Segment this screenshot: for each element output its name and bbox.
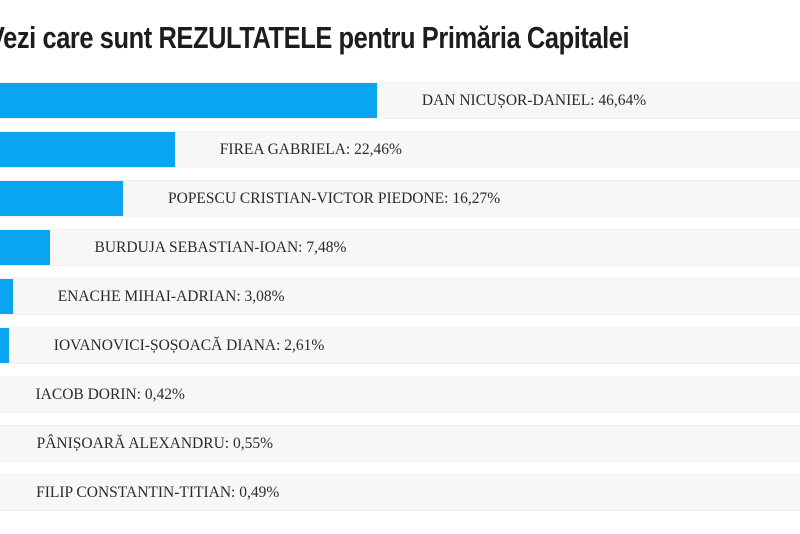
result-row: ENACHE MIHAI-ADRIAN: 3,08% (0, 278, 800, 315)
result-bar (0, 279, 13, 314)
result-row: IOVANOVICI-ȘOȘOACĂ DIANA: 2,61% (0, 327, 800, 364)
result-bar (0, 181, 123, 216)
result-row: POPESCU CRISTIAN-VICTOR PIEDONE: 16,27% (0, 180, 800, 217)
result-row: BURDUJA SEBASTIAN-IOAN: 7,48% (0, 229, 800, 266)
results-list: DAN NICUȘOR-DANIEL: 46,64% FIREA GABRIEL… (0, 82, 800, 511)
result-bar (0, 328, 9, 363)
result-bar (0, 132, 175, 167)
result-label: FIREA GABRIELA: 22,46% (219, 140, 402, 158)
result-label: PÂNIȘOARĂ ALEXANDRU: 0,55% (36, 434, 273, 452)
result-label: BURDUJA SEBASTIAN-IOAN: 7,48% (94, 238, 347, 256)
result-row: DAN NICUȘOR-DANIEL: 46,64% (0, 82, 800, 119)
result-label: IACOB DORIN: 0,42% (35, 385, 185, 403)
result-label: DAN NICUȘOR-DANIEL: 46,64% (421, 91, 647, 109)
page-title: Vezi care sunt REZULTATELE pentru Primăr… (0, 20, 630, 55)
result-row: IACOB DORIN: 0,42% (0, 376, 800, 413)
result-label: IOVANOVICI-ȘOȘOACĂ DIANA: 2,61% (53, 336, 325, 354)
result-row: PÂNIȘOARĂ ALEXANDRU: 0,55% (0, 425, 800, 462)
result-label: FILIP CONSTANTIN-TITIAN: 0,49% (36, 483, 280, 501)
result-bar (0, 83, 377, 118)
result-row: FIREA GABRIELA: 22,46% (0, 131, 800, 168)
result-bar (0, 230, 50, 265)
result-row: FILIP CONSTANTIN-TITIAN: 0,49% (0, 474, 800, 511)
result-label: POPESCU CRISTIAN-VICTOR PIEDONE: 16,27% (168, 189, 501, 207)
result-label: ENACHE MIHAI-ADRIAN: 3,08% (57, 287, 285, 305)
